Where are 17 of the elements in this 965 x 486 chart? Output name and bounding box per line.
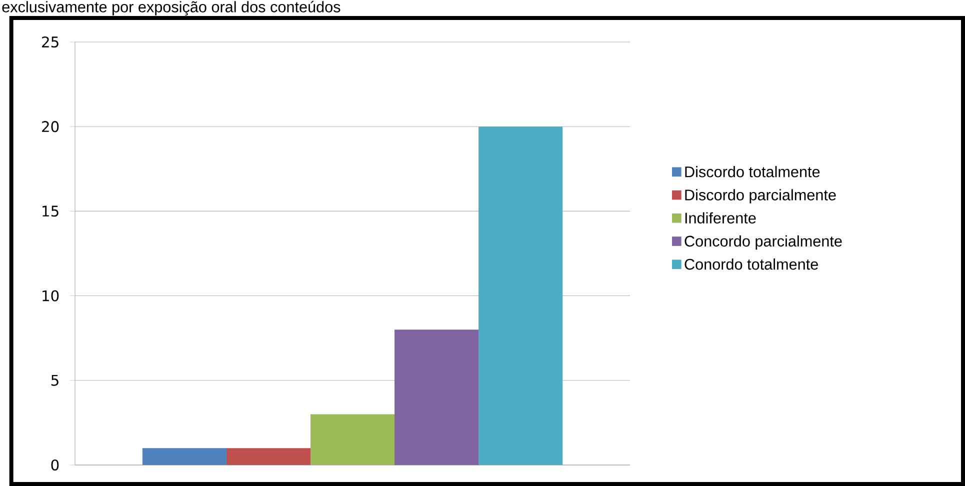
y-tick-label: 25 (42, 36, 58, 48)
y-tick-label: 5 (51, 374, 58, 386)
legend-label: Indiferente (685, 212, 756, 224)
y-tick-label: 0 (51, 459, 59, 471)
legend-label: Conordo totalmente (684, 258, 818, 270)
y-tick-label: 15 (42, 206, 58, 217)
y-tick-label: 20 (42, 121, 59, 132)
legend-label: Concordo parcialmente (684, 235, 842, 250)
bar (226, 448, 310, 465)
legend-label: Discordo parcialmente (685, 189, 836, 204)
bar (310, 414, 395, 465)
chart-title: exclusivamente por exposição oral dos conteúdos (2, 0, 340, 16)
bar (142, 448, 226, 465)
y-tick-label: 10 (42, 290, 59, 302)
bar (394, 330, 479, 465)
legend-label: Discordo totalmente (685, 166, 820, 178)
bar (478, 126, 563, 465)
